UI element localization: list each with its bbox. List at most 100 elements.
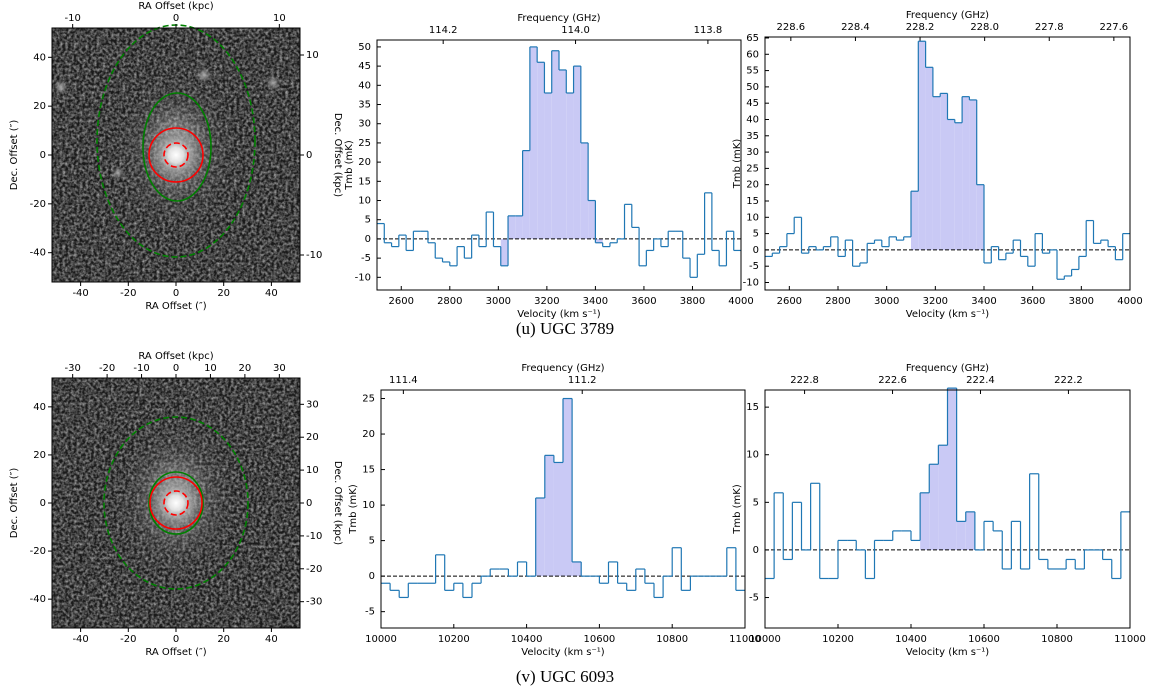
y2-tick-label: 10 [306,465,319,476]
x-tick-label: 10600 [968,634,1000,645]
frame [376,39,742,291]
x-tick-label: -20 [120,288,136,299]
y-tick-label: 25 [358,138,371,149]
aperture [103,416,249,590]
y-tick-label: -10 [743,278,759,289]
x-tick-label: 20 [217,288,230,299]
y-axis-label: Tmb (mK) [732,484,743,535]
y-tick-label: -40 [30,594,46,605]
line-fill [947,119,955,250]
x2-tick-label: 30 [273,363,286,374]
y-tick-label: -10 [355,272,371,283]
x-tick-label: 3800 [1069,296,1094,307]
y-tick-label: 30 [358,119,371,130]
x-tick-label: 10400 [895,634,927,645]
y2-tick-label: -20 [306,564,322,575]
y-tick-label: 0 [369,571,375,582]
y-tick-label: 5 [365,215,371,226]
x-tick-label: 3600 [631,296,656,307]
line-fill [529,46,538,239]
x2-axis-label: Frequency (GHz) [517,13,600,24]
x-tick-label: 2600 [777,296,802,307]
x-tick-label: 3000 [874,296,899,307]
x2-tick-label: 228.6 [777,22,806,33]
y-tick-label: 35 [746,131,759,142]
x-tick-label: 10800 [1041,634,1073,645]
y-tick-label: 0 [40,150,46,161]
x-tick-label: 2800 [437,296,462,307]
x-tick-label: 10200 [438,634,470,645]
y2-axis-label: Dec. Offset (kpc) [332,461,343,545]
line-fill [940,93,948,250]
x2-axis-label: RA Offset (kpc) [138,351,213,362]
x-tick-label: 3400 [971,296,996,307]
line-fill [544,92,552,239]
x-axis-label: Velocity (km s⁻¹) [517,309,601,320]
x-tick-label: 3400 [583,296,608,307]
x2-tick-label: 0 [173,363,179,374]
y-tick-label: 0 [365,234,371,245]
x-tick-label: 0 [173,634,179,645]
line-fill [522,150,530,239]
y-tick-label: 45 [358,61,371,72]
x-tick-label: 0 [173,288,179,299]
line-fill [920,492,930,550]
x-tick-label: 20 [217,634,230,645]
y2-tick-label: -30 [306,597,322,608]
star [195,66,213,84]
line-fill [563,398,573,577]
y-tick-label: 10 [358,196,371,207]
y-tick-label: 20 [362,429,375,440]
y-tick-label: 25 [362,394,375,405]
x2-tick-label: 10 [204,363,217,374]
x2-tick-label: 222.8 [790,375,819,386]
y-tick-label: -5 [749,593,759,604]
y-tick-label: 5 [753,229,759,240]
y-tick-label: 40 [358,80,371,91]
line-fill [954,122,963,250]
x2-tick-label: 222.4 [966,375,995,386]
aperture [148,127,204,183]
x-tick-label: 10000 [365,634,397,645]
y-axis-label: Dec. Offset (″) [9,120,20,191]
line-fill [911,191,919,250]
x-tick-label: 3800 [680,296,705,307]
y-tick-label: 30 [746,147,759,158]
line-fill [918,41,926,250]
x2-axis-label: Frequency (GHz) [906,363,989,374]
y-tick-label: -5 [361,253,371,264]
x2-tick-label: 222.6 [878,375,907,386]
y-tick-label: 65 [746,33,759,44]
line-fill [580,142,589,239]
x-tick-label: 40 [265,288,278,299]
x2-tick-label: 114.0 [561,25,590,36]
x2-axis-label: Frequency (GHz) [906,10,989,21]
x-tick-label: -20 [120,634,136,645]
x2-tick-label: -30 [64,363,80,374]
aperture [163,142,189,168]
x-tick-label: 10000 [749,634,781,645]
y2-tick-label: 10 [306,50,319,61]
x-axis-label: Velocity (km s⁻¹) [906,309,990,320]
y-tick-label: 40 [33,52,46,63]
caption: (u) UGC 3789 [516,319,614,338]
y-tick-label: 40 [746,114,759,125]
y-tick-label: 35 [358,100,371,111]
line-fill [544,455,554,577]
y-tick-label: 20 [33,101,46,112]
x2-tick-label: 111.2 [568,375,597,386]
star [53,79,69,95]
x-tick-label: 10600 [583,634,615,645]
star [265,75,281,91]
x-tick-label: 3600 [1020,296,1045,307]
y-tick-label: 0 [753,545,759,556]
line-fill [566,92,574,239]
y-tick-label: 5 [369,536,375,547]
star [111,166,125,180]
x-axis-label: Velocity (km s⁻¹) [521,647,605,658]
x2-tick-label: 111.4 [389,375,418,386]
x2-tick-label: -10 [133,363,149,374]
x2-tick-label: 227.6 [1100,22,1129,33]
line-fill [553,462,563,577]
x-tick-label: 11000 [729,634,761,645]
